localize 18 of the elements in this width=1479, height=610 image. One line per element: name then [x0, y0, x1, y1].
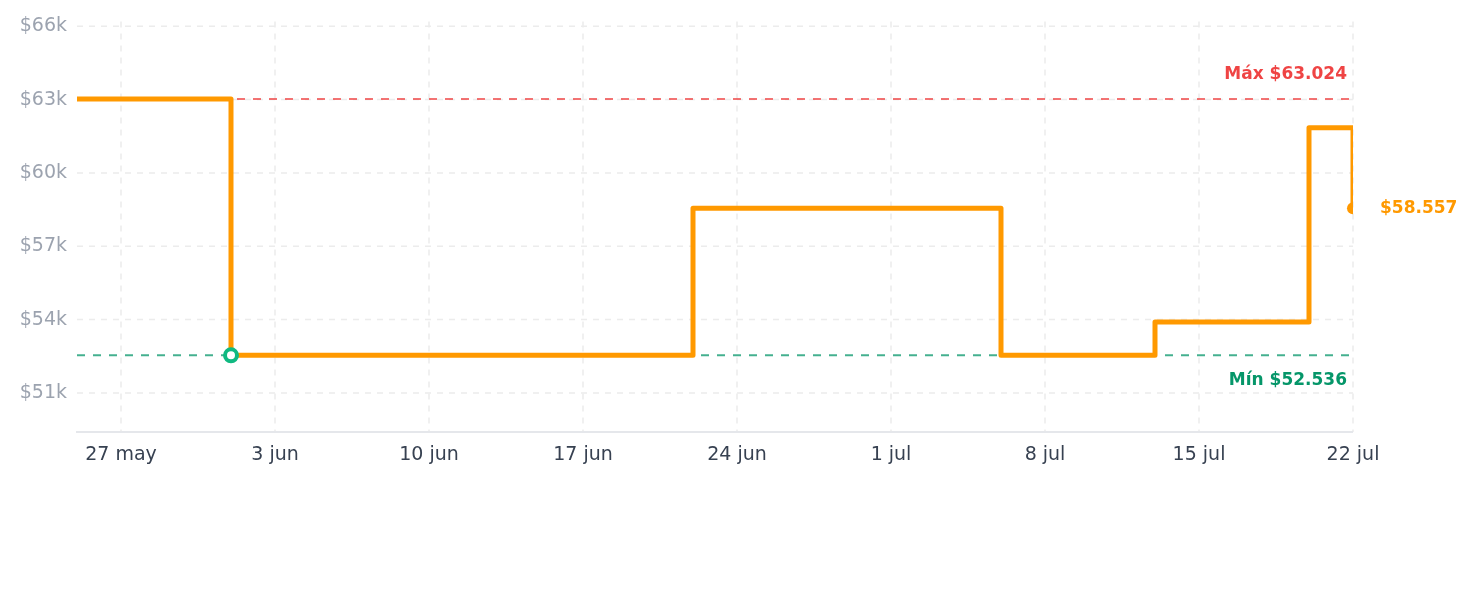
- y-tick-label: $57k: [19, 233, 67, 256]
- ref-line-label: Máx $63.024: [1224, 63, 1348, 84]
- x-tick-label: 27 may: [85, 442, 157, 465]
- x-tick-label: 10 jun: [399, 442, 459, 465]
- ref-line-label: Mín $52.536: [1228, 368, 1347, 389]
- y-tick-label: $60k: [19, 159, 67, 182]
- x-tick-label: 3 jun: [251, 442, 299, 465]
- data-label: $58.557: [1380, 196, 1458, 217]
- y-tick-label: $54k: [19, 306, 67, 329]
- x-tick-label: 1 jul: [870, 442, 912, 465]
- x-tick-label: 24 jun: [707, 442, 767, 465]
- x-tick-label: 8 jul: [1024, 442, 1066, 465]
- y-tick-label: $66k: [19, 13, 67, 36]
- x-tick-label: 15 jul: [1172, 442, 1226, 465]
- y-tick-label: $51k: [19, 379, 67, 402]
- x-tick-label: 22 jul: [1326, 442, 1380, 465]
- x-tick-label: 17 jun: [553, 442, 613, 465]
- y-tick-label: $63k: [19, 86, 67, 109]
